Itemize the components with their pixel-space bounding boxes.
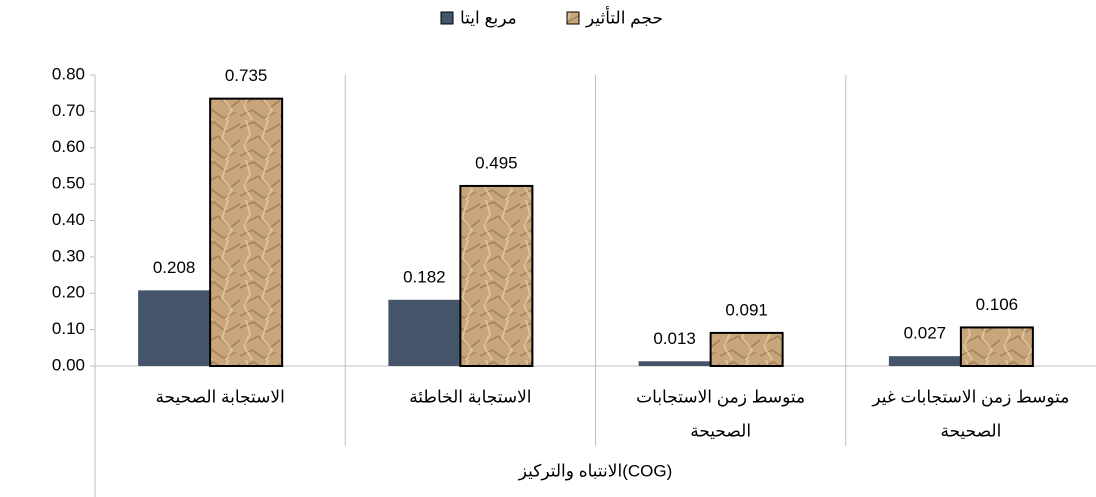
legend-swatch [440, 11, 454, 25]
bar [138, 290, 211, 366]
data-label: 0.091 [725, 300, 768, 319]
y-tick-label: 0.10 [52, 319, 85, 338]
legend-label: مربع ايتا [460, 8, 517, 28]
x-tick-label: متوسط زمن الاستجابات [636, 387, 805, 406]
bar [709, 331, 784, 367]
data-label: 0.027 [904, 324, 947, 343]
bar [209, 97, 284, 368]
y-tick-label: 0.60 [52, 137, 85, 156]
x-tick-label: الصحيحة [940, 421, 1001, 440]
bar [388, 299, 461, 366]
bar [888, 356, 961, 366]
data-label: 0.182 [403, 267, 446, 286]
y-tick-label: 0.00 [52, 355, 85, 374]
group-label: الانتباه والتركيز(COG) [518, 461, 673, 480]
data-label: 0.735 [225, 66, 268, 85]
x-tick-label: الصحيحة [690, 421, 751, 440]
y-tick-label: 0.20 [52, 283, 85, 302]
y-tick-label: 0.30 [52, 246, 85, 265]
x-tick-label: الاستجابة الخاطئة [409, 387, 531, 406]
legend-swatch [566, 11, 580, 25]
x-tick-label: متوسط زمن الاستجابات غير [871, 387, 1069, 406]
data-label: 0.013 [653, 329, 696, 348]
y-tick-label: 0.80 [52, 64, 85, 83]
y-tick-label: 0.40 [52, 210, 85, 229]
bar [959, 326, 1034, 368]
legend-label: حجم التأثير [585, 5, 663, 28]
x-tick-label: الاستجابة الصحيحة [155, 387, 284, 406]
data-label: 0.106 [976, 295, 1019, 314]
data-label: 0.495 [475, 153, 518, 172]
data-label: 0.208 [153, 258, 196, 277]
y-tick-label: 0.70 [52, 101, 85, 120]
y-tick-label: 0.50 [52, 174, 85, 193]
bar [638, 361, 711, 366]
bar [459, 184, 534, 367]
